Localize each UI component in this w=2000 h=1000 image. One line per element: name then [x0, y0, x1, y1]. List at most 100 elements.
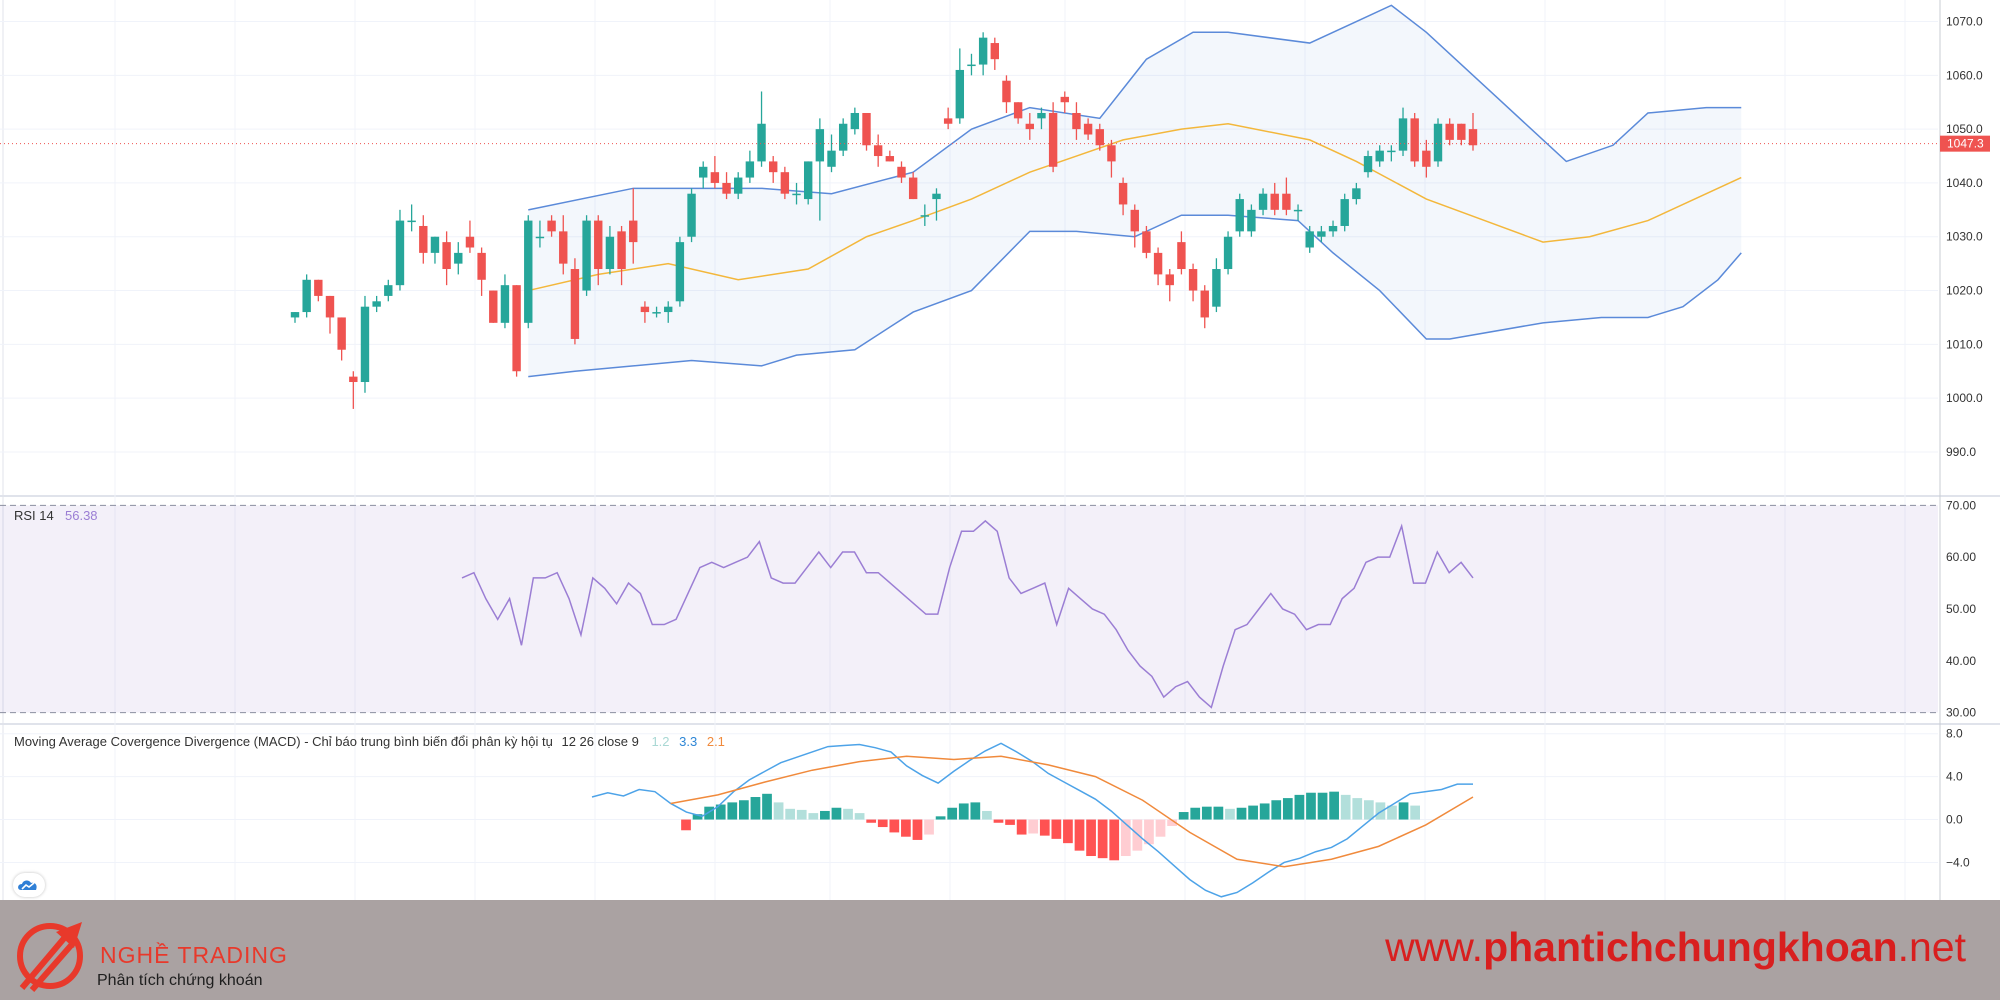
candle-body — [990, 43, 1000, 60]
candle-body — [1025, 123, 1034, 130]
macd-histogram-bar — [1155, 819, 1166, 837]
candle-body — [827, 150, 836, 167]
price-tick-label: 1070.0 — [1946, 15, 1983, 29]
macd-histogram-bar — [1051, 819, 1062, 839]
price-tick-label: 1000.0 — [1946, 391, 1983, 405]
candle-body — [1223, 236, 1233, 270]
candle-body — [1317, 231, 1326, 237]
macd-tick-label: 0.0 — [1946, 813, 1963, 827]
macd-histogram-bar — [1340, 794, 1351, 820]
candle-body — [1468, 129, 1478, 146]
macd-histogram-bar — [958, 803, 969, 820]
candle-body — [1037, 112, 1046, 119]
candle-body — [407, 220, 416, 223]
candle-body — [337, 317, 346, 350]
candle-body — [1340, 199, 1349, 226]
macd-histogram-bar — [796, 809, 807, 820]
candle-body — [1072, 112, 1081, 130]
macd-histogram-bar — [1236, 807, 1247, 820]
macd-histogram-bar — [1375, 802, 1386, 820]
candle-body — [535, 236, 545, 239]
stock-chart: 1070.0 1060.0 1050.0 1040.0 1030.0 1020.0 1010… — [0, 0, 2000, 900]
candle-body — [1013, 102, 1023, 119]
macd-signal-value: 2.1 — [707, 734, 725, 749]
macd-hist-value: 1.2 — [651, 734, 669, 749]
rsi-tick-label: 70.00 — [1946, 498, 1976, 512]
macd-histogram-bar — [1306, 792, 1316, 820]
macd-pane — [0, 733, 1938, 898]
candle-body — [978, 37, 988, 65]
candle-body — [1422, 150, 1431, 167]
candle-body — [1305, 231, 1314, 248]
macd-histogram-bar — [877, 819, 888, 828]
candle-body — [629, 220, 638, 243]
candle-body — [897, 166, 906, 178]
macd-histogram-bar — [993, 819, 1004, 823]
candle-body — [302, 279, 311, 313]
tradingview-logo-button[interactable] — [13, 873, 45, 897]
macd-histogram-bar — [947, 807, 958, 820]
macd-histogram-bar — [808, 813, 819, 820]
candle-body — [1200, 290, 1209, 318]
macd-histogram-bar — [889, 819, 900, 833]
candle-body — [1293, 209, 1303, 212]
candle-body — [943, 118, 953, 124]
macd-histogram-bar — [970, 802, 981, 820]
rsi-tick-label: 40.00 — [1946, 654, 1976, 668]
candle-body — [803, 161, 813, 200]
candle-body — [617, 231, 626, 270]
bollinger-upper-line — [528, 4, 1742, 211]
candle-body — [605, 236, 615, 270]
macd-histogram-bar — [1028, 819, 1039, 834]
last-price-badge — [1940, 135, 1990, 152]
candle-body — [792, 193, 801, 196]
macd-signal-line — [670, 755, 1474, 868]
site-prefix: www. — [1385, 924, 1484, 970]
candle-body — [815, 129, 825, 162]
macd-histogram-bar — [750, 797, 761, 820]
rsi-tick-label: 50.00 — [1946, 602, 1976, 616]
price-tick-label: 990.0 — [1946, 445, 1976, 459]
macd-histogram-bar — [762, 793, 772, 820]
candle-body — [1188, 269, 1198, 291]
candle-body — [1270, 193, 1279, 210]
bollinger-lower-line — [528, 214, 1742, 378]
price-tick-label: 1030.0 — [1946, 230, 1983, 244]
candle-body — [932, 193, 941, 200]
candle-body — [967, 64, 976, 67]
candle-body — [1258, 193, 1268, 210]
rsi-pane — [0, 504, 1938, 714]
candle-body — [745, 161, 755, 178]
candle-body — [1398, 118, 1408, 151]
candle-body — [873, 145, 883, 157]
candle-body — [477, 252, 486, 280]
candle-body — [442, 242, 451, 270]
macd-title: Moving Average Covergence Divergence (MA… — [14, 734, 725, 749]
macd-histogram-bar — [1410, 805, 1420, 820]
price-tick-label: 1040.0 — [1946, 176, 1983, 190]
website-link[interactable]: www.phantichchungkhoan.net — [1385, 924, 1966, 971]
candle-body — [920, 215, 930, 217]
candle-body — [384, 285, 393, 296]
rsi-label: RSI 14 — [14, 508, 54, 523]
candle-body — [465, 236, 475, 248]
macd-params: 12 26 close 9 — [561, 734, 638, 749]
candle-body — [430, 236, 440, 253]
bollinger-mid-line — [528, 122, 1742, 292]
rsi-band — [0, 505, 1938, 713]
macd-histogram-bar — [1352, 798, 1363, 820]
macd-histogram-bar — [1039, 819, 1050, 836]
candle-body — [559, 231, 568, 264]
candle-body — [1083, 123, 1093, 135]
macd-histogram-bar — [982, 810, 992, 820]
candle-body — [1107, 145, 1116, 162]
candle-body — [687, 193, 696, 237]
macd-histogram-bar — [681, 819, 691, 831]
chart-grid — [0, 0, 2000, 900]
candle-body — [757, 123, 766, 162]
candle-body — [850, 112, 860, 130]
macd-tick-label: −4.0 — [1946, 855, 1970, 869]
candle-body — [1445, 123, 1454, 140]
candle-body — [1118, 182, 1128, 205]
macd-histogram-bar — [1387, 805, 1397, 820]
